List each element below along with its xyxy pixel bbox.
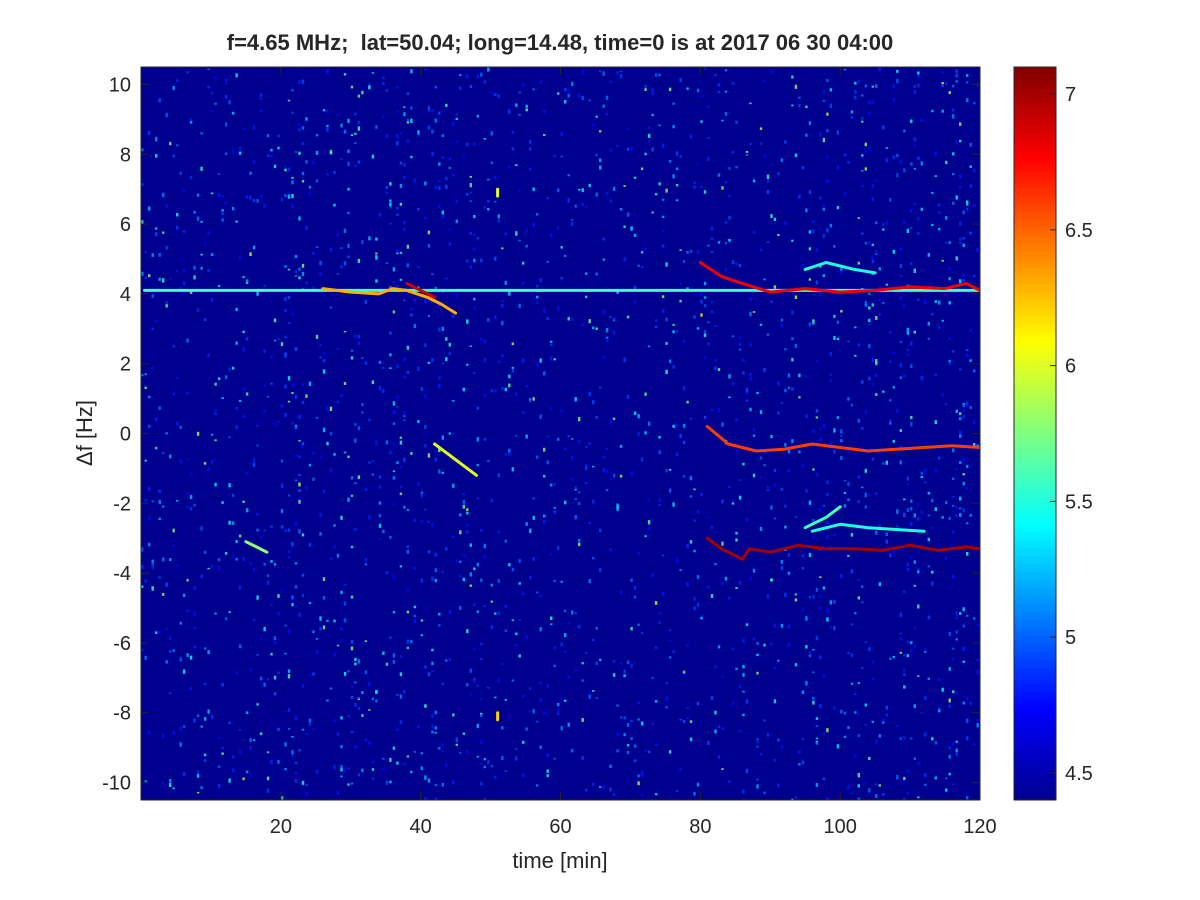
y-axis-label: Δf [Hz]: [72, 400, 97, 466]
signal-trace: [244, 540, 269, 554]
signal-trace: [803, 261, 877, 275]
noise-speckle-layer: [141, 67, 979, 800]
y-tick-label: 6: [120, 214, 131, 236]
x-tick-label: 20: [270, 816, 292, 838]
signal-trace: [803, 505, 842, 530]
x-tick-label: 100: [823, 816, 856, 838]
x-tick-label: 60: [549, 816, 571, 838]
colorbar-tick-label: 4.5: [1065, 763, 1093, 785]
y-tick-label: 4: [120, 284, 131, 306]
y-tick-label: -6: [113, 633, 131, 655]
signal-trace: [810, 522, 926, 533]
signal-traces: [143, 187, 980, 722]
colorbar-tick-label: 5.5: [1065, 491, 1093, 513]
y-tick-label: -8: [113, 703, 131, 725]
y-tick-label: -2: [113, 493, 131, 515]
x-tick-label: 40: [410, 816, 432, 838]
y-tick-label: 8: [120, 144, 131, 166]
chart-title: f=4.65 MHz; lat=50.04; long=14.48, time=…: [227, 30, 894, 55]
colorbar-tick-label: 5: [1065, 627, 1076, 649]
x-tick-label: 120: [963, 816, 996, 838]
colorbar: [1013, 66, 1057, 801]
y-tick-label: -10: [102, 773, 131, 795]
y-axis-ticks: 10 8 6 4 2 0 -2 -4 -6 -8 -10: [102, 74, 980, 795]
y-tick-label: -4: [113, 563, 131, 585]
signal-trace: [705, 425, 980, 453]
x-axis-label: time [min]: [512, 848, 607, 873]
signal-trace: [705, 536, 980, 561]
x-axis-ticks: 20 40 60 80 100 120: [270, 67, 997, 838]
x-tick-label: 80: [689, 816, 711, 838]
colorbar-tick-label: 6: [1065, 356, 1076, 378]
y-tick-label: 10: [109, 74, 131, 96]
colorbar-ticks: 4.5 5 5.5 6 6.5 7: [1050, 84, 1093, 785]
plot-background: [141, 67, 980, 800]
signal-trace: [405, 281, 437, 299]
y-tick-label: 2: [120, 354, 131, 376]
y-tick-label: 0: [120, 424, 131, 446]
signal-trace: [433, 442, 479, 477]
signal-trace: [321, 287, 458, 315]
colorbar-tick-label: 6.5: [1065, 220, 1093, 242]
signal-trace: [698, 261, 980, 294]
colorbar-tick-label: 7: [1065, 84, 1076, 106]
